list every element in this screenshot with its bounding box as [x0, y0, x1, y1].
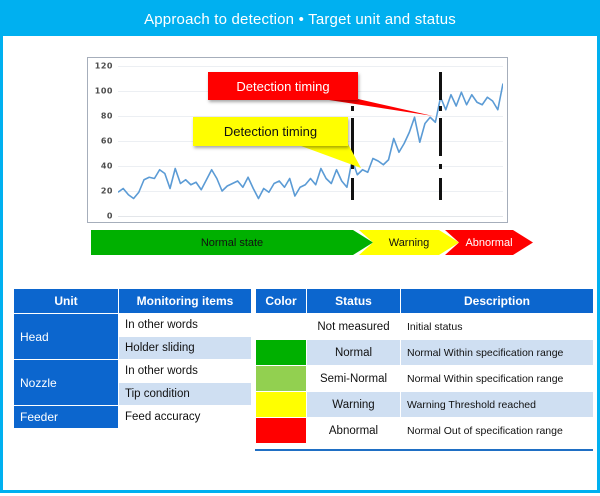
unit-table-row: Feeder Feed accuracy: [13, 405, 252, 429]
status-color-swatch: [255, 339, 307, 366]
status-segment-abnormal-label: Abnormal: [465, 236, 513, 249]
monitoring-item-cell: Holder sliding: [118, 336, 252, 360]
status-name-cell: Not measured: [306, 313, 401, 340]
chart-detection-marker: [350, 178, 354, 200]
chart-detection-marker: [439, 118, 443, 156]
chart-gridline: 0: [107, 212, 503, 221]
unit-table-header-row: Unit Monitoring items: [13, 288, 252, 314]
monitoring-item-cell: In other words: [118, 359, 252, 383]
status-color-swatch: [255, 417, 307, 444]
status-description-cell: Warning Threshold reached: [400, 391, 594, 418]
status-color-table: Color Status Description Not measured Ini…: [255, 288, 594, 444]
detection-timing-callout-yellow: Detection timing: [193, 117, 348, 146]
unit-monitoring-table: Unit Monitoring items Head In other words…: [13, 288, 252, 429]
unit-name-cell: Head: [13, 313, 119, 360]
status-table-row: Semi-Normal Normal Within specification r…: [255, 365, 594, 392]
page-title: Approach to detection • Target unit and …: [144, 11, 456, 28]
chart-y-tick-label: 80: [100, 111, 113, 121]
chart-detection-marker: [350, 118, 354, 156]
status-table-row: Abnormal Normal Out of specification rang…: [255, 417, 594, 444]
chart-line-series: [118, 83, 503, 200]
status-name-cell: Normal: [306, 339, 401, 366]
status-name-cell: Semi-Normal: [306, 365, 401, 392]
chart-gridline: 20: [101, 187, 503, 196]
status-segment-abnormal: Abnormal: [445, 230, 533, 255]
status-description-cell: Initial status: [400, 313, 594, 340]
status-table-body: Not measured Initial status Normal Normal W…: [255, 313, 594, 444]
chart-gridline: 80: [101, 112, 503, 121]
unit-table-row: Nozzle In other words: [13, 359, 252, 406]
status-color-swatch: [255, 365, 307, 392]
status-table-row: Normal Normal Within specification range: [255, 339, 594, 366]
monitoring-item-cell: Feed accuracy: [118, 405, 252, 429]
status-color-swatch: [255, 391, 307, 418]
chart-detection-marker: [439, 106, 443, 111]
callout-red-label: Detection timing: [236, 78, 330, 94]
status-table-row: Not measured Initial status: [255, 313, 594, 340]
status-description-cell: Normal Within specification range: [400, 365, 594, 392]
chart-y-tick-label: 40: [100, 161, 113, 171]
detection-timing-callout-red: Detection timing: [208, 72, 358, 100]
chart-y-tick-label: 60: [100, 136, 113, 146]
callout-yellow-label: Detection timing: [223, 124, 318, 139]
status-table-header-description: Description: [400, 288, 594, 314]
unit-table-header-items: Monitoring items: [118, 288, 252, 314]
status-color-swatch: [255, 313, 307, 340]
status-description-cell: Normal Within specification range: [400, 339, 594, 366]
chart-y-tick-label: 120: [94, 61, 113, 71]
status-table-header-status: Status: [306, 288, 401, 314]
chart-series-layer: [118, 83, 503, 200]
status-table-header-color: Color: [255, 288, 307, 314]
unit-name-cell: Nozzle: [13, 359, 119, 406]
status-table-row: Warning Warning Threshold reached: [255, 391, 594, 418]
status-segment-warning-label: Warning: [388, 236, 430, 249]
chart-detection-marker: [439, 178, 443, 200]
status-table-bottom-rule: [255, 449, 593, 451]
status-name-cell: Warning: [306, 391, 401, 418]
chart-detection-marker: [350, 164, 354, 169]
status-name-cell: Abnormal: [306, 417, 401, 444]
unit-table-row: Head In other words: [13, 313, 252, 360]
chart-detection-marker: [439, 164, 443, 169]
chart-y-tick-label: 0: [106, 211, 113, 221]
chart-y-tick-label: 20: [100, 186, 113, 196]
monitoring-item-cell: In other words: [118, 313, 252, 337]
chart-y-tick-label: 100: [94, 86, 113, 96]
chart-gridline: 120: [95, 62, 503, 71]
status-description-cell: Normal Out of specification range: [400, 417, 594, 444]
status-segment-warning: Warning: [359, 230, 459, 255]
status-segment-normal: Normal state: [91, 230, 373, 255]
unit-table-body: Head In other words Holder sliding Nozzle In…: [13, 313, 252, 429]
unit-table-header-unit: Unit: [13, 288, 119, 314]
monitoring-item-cell: Tip condition: [118, 382, 252, 406]
unit-name-cell: Feeder: [13, 405, 119, 429]
status-segment-normal-label: Normal state: [200, 236, 264, 249]
chart-detection-marker: [439, 72, 443, 100]
title-bar: Approach to detection • Target unit and …: [3, 3, 597, 36]
status-table-header-row: Color Status Description: [255, 288, 594, 314]
chart-detection-marker: [350, 106, 354, 111]
status-arrow-bar: Normal state Warning Abnormal: [91, 230, 503, 255]
